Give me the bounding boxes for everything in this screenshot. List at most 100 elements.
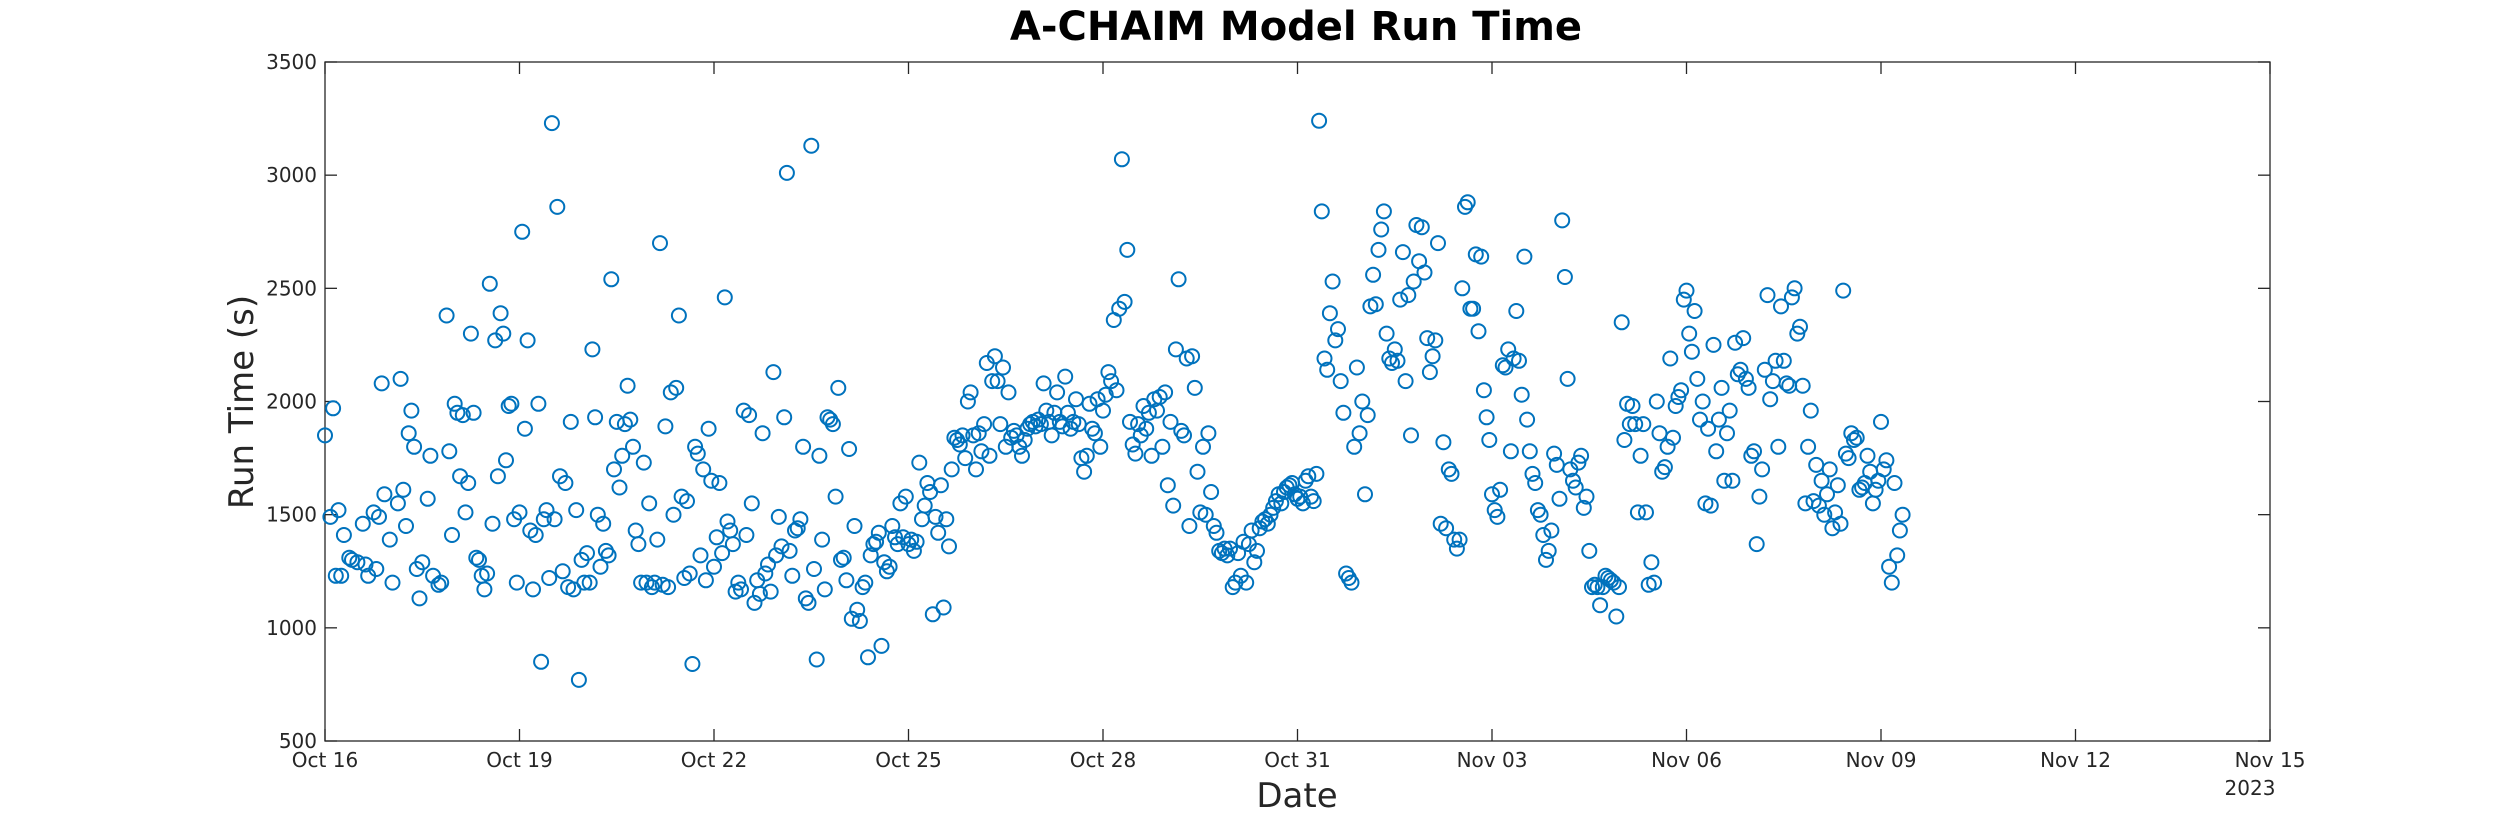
- data-point: [630, 536, 647, 553]
- data-point: [1762, 391, 1779, 408]
- data-point: [641, 495, 658, 512]
- data-point: [1829, 477, 1846, 494]
- data-point: [1819, 486, 1835, 503]
- data-point: [1097, 386, 1114, 403]
- data-point: [1667, 398, 1684, 414]
- data-point: [327, 567, 344, 584]
- data-point: [1535, 527, 1552, 543]
- data-point: [1889, 547, 1906, 564]
- data-point: [814, 531, 831, 548]
- data-point: [1116, 293, 1133, 310]
- data-point: [414, 554, 431, 571]
- data-point: [1824, 520, 1841, 537]
- data-point: [1205, 518, 1222, 534]
- data-point: [1875, 461, 1892, 478]
- data-point: [1694, 393, 1711, 410]
- y-axis-title: Run Time (s): [222, 295, 262, 509]
- data-point: [514, 223, 531, 240]
- data-point: [568, 502, 585, 519]
- data-point: [341, 549, 358, 566]
- data-point: [1746, 443, 1762, 460]
- data-point: [1081, 395, 1098, 412]
- data-point: [1716, 472, 1733, 489]
- data-point: [1605, 574, 1622, 591]
- data-point: [905, 542, 922, 559]
- data-point: [830, 379, 847, 396]
- data-point: [697, 572, 714, 589]
- data-point: [1551, 490, 1568, 507]
- data-point: [1405, 273, 1422, 290]
- data-point: [976, 416, 993, 433]
- data-point: [1243, 522, 1260, 539]
- data-point: [1613, 314, 1630, 331]
- data-point: [1721, 402, 1738, 419]
- data-point: [868, 533, 885, 550]
- data-point: [1751, 488, 1768, 505]
- data-point: [1727, 334, 1744, 351]
- data-point: [1778, 375, 1795, 392]
- data-point: [584, 341, 601, 358]
- data-point: [1816, 506, 1833, 523]
- data-point: [619, 377, 636, 394]
- data-point: [1532, 506, 1549, 523]
- data-point: [1570, 454, 1587, 471]
- data-point: [1430, 235, 1446, 252]
- data-point: [857, 574, 874, 591]
- data-point: [1435, 434, 1452, 451]
- data-point: [616, 416, 633, 433]
- data-point: [1446, 531, 1463, 548]
- data-point: [1143, 447, 1160, 464]
- data-point: [1219, 547, 1236, 564]
- data-point: [957, 450, 974, 467]
- data-point: [887, 529, 903, 546]
- data-point: [1016, 432, 1033, 448]
- data-point: [1324, 273, 1341, 290]
- data-point: [1413, 219, 1430, 236]
- data-point: [1427, 332, 1444, 349]
- data-point: [1683, 343, 1700, 360]
- data-point: [1351, 425, 1368, 442]
- data-point: [1259, 515, 1276, 532]
- data-point: [1373, 221, 1390, 238]
- data-point: [622, 411, 639, 428]
- data-point: [754, 425, 771, 442]
- data-point: [1681, 325, 1698, 342]
- data-point: [570, 671, 587, 688]
- data-point: [746, 594, 763, 611]
- data-point: [392, 370, 409, 387]
- data-point: [1516, 248, 1533, 265]
- data-point: [1394, 244, 1411, 261]
- data-point: [1500, 341, 1517, 358]
- data-point: [806, 561, 822, 577]
- data-point: [962, 384, 979, 401]
- data-point: [373, 375, 390, 392]
- data-point: [1754, 461, 1771, 478]
- data-point: [1767, 352, 1784, 369]
- data-point: [587, 409, 604, 426]
- data-point: [468, 549, 485, 566]
- data-point: [1540, 542, 1557, 559]
- data-point: [454, 407, 471, 424]
- data-point: [535, 511, 552, 528]
- data-point: [760, 556, 776, 573]
- data-point: [1465, 300, 1482, 317]
- data-point: [530, 395, 547, 412]
- data-point: [1170, 271, 1187, 288]
- chart-title: A-CHAIM Model Run Time: [1010, 4, 1582, 50]
- data-point: [1789, 325, 1806, 342]
- data-point: [1575, 499, 1592, 516]
- data-points: [317, 112, 1911, 688]
- data-point: [511, 504, 528, 521]
- data-point: [335, 527, 352, 543]
- data-point: [1222, 540, 1238, 557]
- data-point: [943, 461, 960, 478]
- data-point: [1186, 379, 1203, 396]
- data-point: [795, 438, 812, 455]
- data-point: [1167, 341, 1184, 358]
- data-point: [762, 583, 779, 600]
- data-point: [968, 461, 984, 478]
- data-point: [1127, 445, 1144, 462]
- data-point: [938, 511, 955, 528]
- data-point: [1049, 384, 1066, 401]
- data-point: [1521, 443, 1538, 460]
